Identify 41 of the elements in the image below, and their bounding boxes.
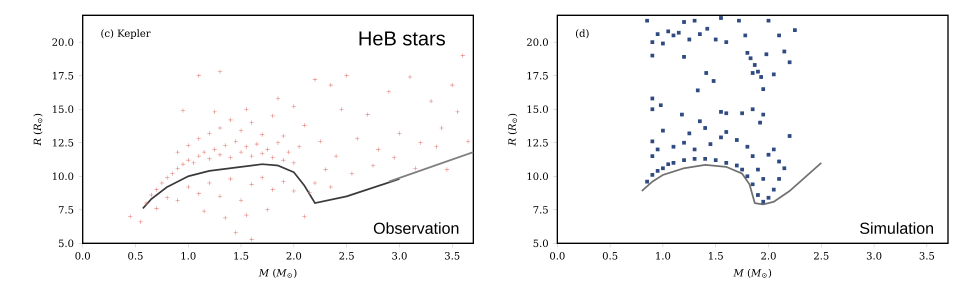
annotation: HeB stars bbox=[360, 32, 445, 46]
x-tick-label: 3.0 bbox=[866, 252, 882, 260]
x-tick-label: 3.0 bbox=[392, 252, 407, 260]
y-tick-label: 12.5 bbox=[52, 138, 74, 147]
annotation: Simulation bbox=[860, 222, 934, 234]
x-tick-label: 3.5 bbox=[445, 252, 460, 260]
x-axis-title: M (M$_{⊙}$) bbox=[258, 268, 296, 278]
y-tick-label: 12.5 bbox=[528, 138, 548, 147]
x-tick-label: 2.0 bbox=[286, 252, 302, 260]
y-tick-label: 17.5 bbox=[528, 72, 548, 80]
x-tick-label: 2.5 bbox=[339, 252, 354, 260]
y-tick-label: 20.0 bbox=[52, 38, 74, 46]
y-tick-label: 7.5 bbox=[58, 206, 74, 214]
y-tick-label: 20.0 bbox=[527, 38, 548, 46]
y-tick-label: 10.0 bbox=[52, 172, 74, 180]
annotation: (c) Kepler bbox=[101, 29, 151, 39]
x-tick-label: 3.5 bbox=[920, 252, 934, 260]
x-axis-title: M (M$_{⊙}$) bbox=[733, 268, 772, 278]
x-tick-label: 2.0 bbox=[761, 252, 776, 260]
annotation: (d) bbox=[576, 29, 589, 38]
x-tick-label: 1.0 bbox=[656, 252, 670, 260]
x-tick-label: 1.0 bbox=[182, 252, 196, 260]
x-tick-label: 1.5 bbox=[234, 252, 248, 260]
x-tick-label: 0.0 bbox=[550, 252, 565, 260]
line-series bbox=[142, 163, 400, 210]
y-axis-title: R (R$_{⊙}$) bbox=[508, 114, 518, 146]
y-axis-title: R (R$_{⊙}$) bbox=[33, 114, 43, 146]
y-tick-label: 7.5 bbox=[534, 206, 548, 214]
x-tick-label: 0.5 bbox=[128, 252, 143, 260]
x-tick-label: 0.5 bbox=[602, 252, 618, 260]
y-tick-label: 5.0 bbox=[58, 240, 74, 248]
x-tick-label: 0.0 bbox=[75, 252, 90, 260]
line-series bbox=[640, 162, 822, 206]
y-tick-label: 10.0 bbox=[528, 172, 548, 180]
x-tick-label: 2.5 bbox=[814, 252, 828, 260]
y-tick-label: 17.5 bbox=[52, 72, 74, 80]
x-tick-label: 1.5 bbox=[708, 252, 723, 260]
y-tick-label: 15.0 bbox=[528, 105, 548, 113]
annotation: Observation bbox=[374, 222, 458, 234]
y-tick-label: 5.0 bbox=[534, 240, 548, 248]
y-tick-label: 15.0 bbox=[52, 105, 74, 113]
